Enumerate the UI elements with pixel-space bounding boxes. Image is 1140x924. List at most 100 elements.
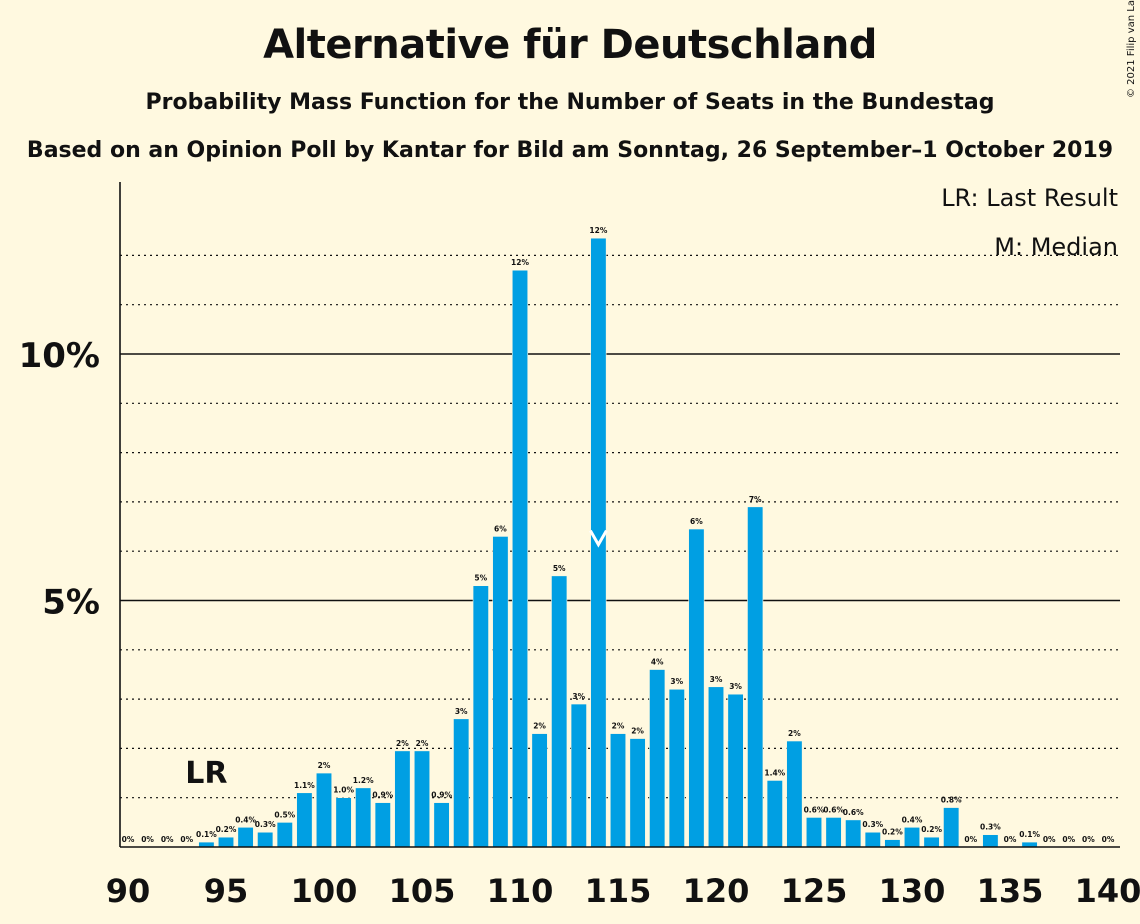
- bar-seat-128: [864, 831, 881, 848]
- bar-label-seat-127: 0.6%: [843, 808, 864, 817]
- bar-seat-98: [276, 822, 293, 848]
- legend-median: M: Median: [994, 233, 1118, 261]
- bar-seat-129: [884, 839, 901, 848]
- bar-seat-99: [296, 792, 313, 848]
- bar-label-seat-90: 0%: [122, 835, 135, 844]
- bar-seat-111: [531, 733, 548, 848]
- chart-subtitle: Probability Mass Function for the Number…: [145, 90, 995, 115]
- bar-seat-125: [805, 817, 823, 848]
- bar-seat-126: [825, 817, 842, 848]
- bar-label-seat-95: 0.2%: [216, 825, 237, 834]
- bar-label-seat-125: 0.6%: [804, 805, 825, 814]
- bar-label-seat-107: 3%: [455, 707, 468, 716]
- bar-label-seat-118: 3%: [670, 677, 683, 686]
- bar-value-labels: 0% 0% 0% 0%0.1%0.2%0.4%0.3%0.5%1.1%2%1.0%1.…: [122, 226, 1115, 844]
- bar-seat-127: [845, 819, 862, 848]
- bar-label-seat-109: 6%: [494, 524, 507, 533]
- bar-label-seat-114: 12%: [589, 226, 607, 235]
- x-tick-label: 110: [487, 872, 554, 910]
- bar-seat-97: [257, 831, 274, 848]
- bar-seat-119: [688, 528, 705, 848]
- bar-label-seat-130: 0.4%: [902, 815, 923, 824]
- bar-seat-115: [609, 733, 627, 848]
- x-tick-label: 105: [389, 872, 456, 910]
- bar-seat-107: [453, 718, 470, 848]
- bar-label-seat-93: 0%: [180, 835, 193, 844]
- bar-label-seat-102: 1.2%: [353, 776, 374, 785]
- bar-label-seat-112: 5%: [553, 564, 566, 573]
- bar-label-seat-100: 2%: [318, 761, 331, 770]
- median-marker-icon: [589, 529, 608, 548]
- x-tick-label: 115: [585, 872, 652, 910]
- bar-label-seat-136: 0.1%: [1019, 830, 1040, 839]
- bar-label-seat-122: 7%: [749, 495, 762, 504]
- bar-seat-117: [649, 669, 666, 848]
- bar-label-seat-97: 0.3%: [255, 820, 276, 829]
- bar-label-seat-105: 2%: [416, 739, 429, 748]
- bar-label-seat-91: 0%: [141, 835, 154, 844]
- x-tick-label: 130: [879, 872, 946, 910]
- bar-label-seat-131: 0.2%: [921, 825, 942, 834]
- bar-seat-113: [570, 703, 587, 848]
- bar-seat-124: [786, 740, 803, 848]
- bar-label-seat-101: 1.0%: [333, 786, 354, 795]
- bar-label-seat-110: 12%: [511, 258, 529, 267]
- bar-seat-103: [374, 802, 391, 848]
- axes: 90 95 100 105 110 115 120 125 130 135 140: [106, 182, 1140, 910]
- bar-seat-122: [747, 506, 764, 848]
- bar-seat-116: [629, 738, 646, 848]
- bar-label-seat-123: 1.4%: [764, 768, 785, 777]
- bar-seat-120: [707, 686, 725, 848]
- bar-label-seat-139: 0%: [1082, 835, 1095, 844]
- bar-seat-110: [511, 269, 529, 848]
- bar-label-seat-121: 3%: [729, 682, 742, 691]
- markers: LR: [185, 529, 608, 791]
- bar-label-seat-92: 0%: [161, 835, 174, 844]
- bar-label-seat-96: 0.4%: [235, 815, 256, 824]
- bar-label-seat-98: 0.5%: [274, 810, 295, 819]
- bar-seat-96: [237, 826, 254, 848]
- x-tick-label: 90: [106, 872, 151, 910]
- x-tick-label: 125: [781, 872, 848, 910]
- x-tick-label: 135: [977, 872, 1044, 910]
- bar-seat-123: [766, 780, 783, 848]
- bar-label-seat-99: 1.1%: [294, 781, 315, 790]
- x-tick-label: 95: [204, 872, 249, 910]
- x-tick-label: 100: [291, 872, 358, 910]
- bar-seat-134: [982, 834, 999, 848]
- bar-label-seat-133: 0%: [964, 835, 977, 844]
- bar-seat-95: [217, 836, 235, 848]
- bar-seat-101: [335, 797, 352, 848]
- bar-seat-109: [492, 536, 509, 848]
- last-result-marker: LR: [185, 756, 227, 791]
- bar-label-seat-140: 0%: [1102, 835, 1115, 844]
- bar-seat-130: [903, 826, 921, 848]
- x-tick-label: 120: [683, 872, 750, 910]
- bar-label-seat-137: 0%: [1043, 835, 1056, 844]
- bar-seat-118: [668, 688, 685, 848]
- bar-label-seat-111: 2%: [533, 722, 546, 731]
- bar-seat-104: [394, 750, 411, 848]
- bar-label-seat-103: 0.9%: [372, 791, 393, 800]
- bar-seat-112: [551, 575, 568, 848]
- bar-label-seat-128: 0.3%: [862, 820, 883, 829]
- bar-seat-102: [355, 787, 372, 848]
- bar-seat-100: [315, 772, 333, 848]
- bar-label-seat-117: 4%: [651, 658, 664, 667]
- legend-last-result: LR: Last Result: [941, 184, 1118, 212]
- bar-seat-106: [433, 802, 450, 848]
- bar-label-seat-129: 0.2%: [882, 828, 903, 837]
- bar-label-seat-94: 0.1%: [196, 830, 217, 839]
- bar-seat-132: [943, 807, 960, 848]
- bar-label-seat-116: 2%: [631, 727, 644, 736]
- bar-label-seat-106: 0.9%: [431, 791, 452, 800]
- bar-label-seat-119: 6%: [690, 517, 703, 526]
- chart-source-line: Based on an Opinion Poll by Kantar for B…: [26, 138, 1114, 163]
- bar-label-seat-104: 2%: [396, 739, 409, 748]
- bar-label-seat-115: 2%: [612, 722, 625, 731]
- bar-label-seat-124: 2%: [788, 729, 801, 738]
- gridlines: 5% 10%: [19, 254, 1120, 799]
- bar-seat-121: [727, 693, 744, 848]
- bar-label-seat-120: 3%: [710, 675, 723, 684]
